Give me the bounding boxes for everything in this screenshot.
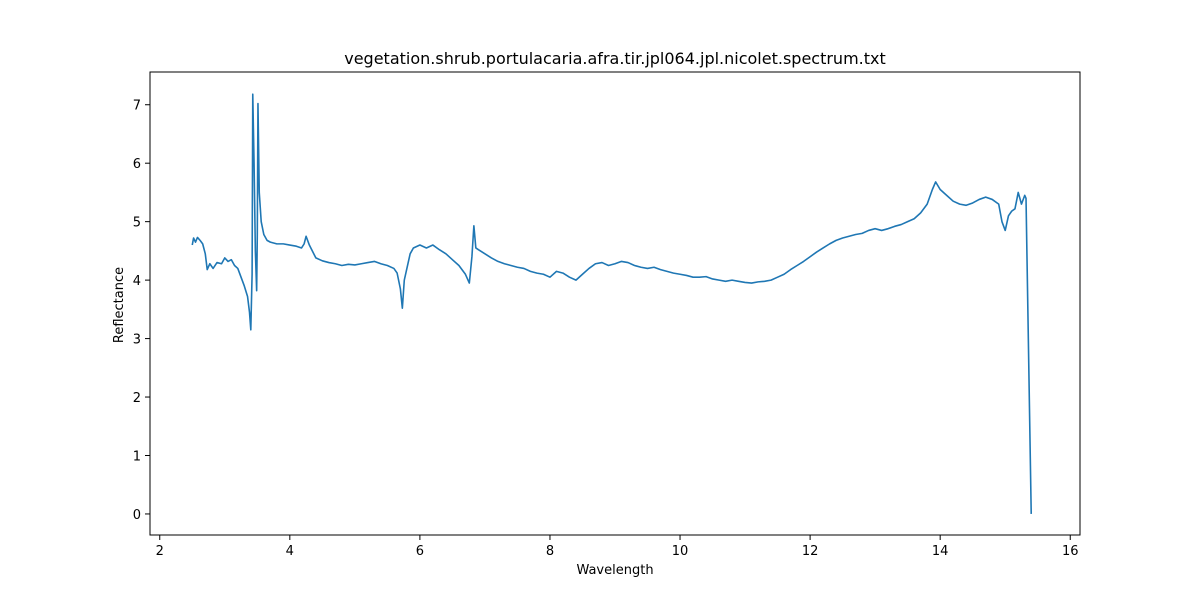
- y-tick-label: 1: [133, 449, 141, 464]
- y-tick-label: 6: [133, 157, 141, 172]
- series-line-reflectance: [191, 93, 1033, 514]
- y-tick-label: 4: [133, 274, 141, 289]
- x-tick-label: 4: [286, 544, 294, 559]
- plot-frame: [149, 71, 1081, 536]
- y-tick-label: 0: [133, 508, 141, 523]
- x-axis: 2 4 6 8 10 12 14 16: [156, 535, 1079, 559]
- y-axis-label: Reflectance: [112, 267, 127, 343]
- x-axis-label: Wavelength: [576, 563, 653, 578]
- x-tick-label: 12: [802, 544, 819, 559]
- x-tick-label: 2: [156, 544, 164, 559]
- chart-title: vegetation.shrub.portulacaria.afra.tir.j…: [344, 49, 886, 68]
- y-tick-label: 3: [133, 333, 141, 348]
- x-tick-label: 6: [416, 544, 424, 559]
- x-tick-label: 16: [1062, 544, 1079, 559]
- x-tick-label: 10: [672, 544, 689, 559]
- y-tick-label: 2: [133, 391, 141, 406]
- y-axis: 0 1 2 3 4 5 6 7: [133, 99, 150, 523]
- x-tick-label: 8: [546, 544, 554, 559]
- y-tick-label: 5: [133, 216, 141, 231]
- y-tick-label: 7: [133, 99, 141, 114]
- x-tick-label: 14: [932, 544, 949, 559]
